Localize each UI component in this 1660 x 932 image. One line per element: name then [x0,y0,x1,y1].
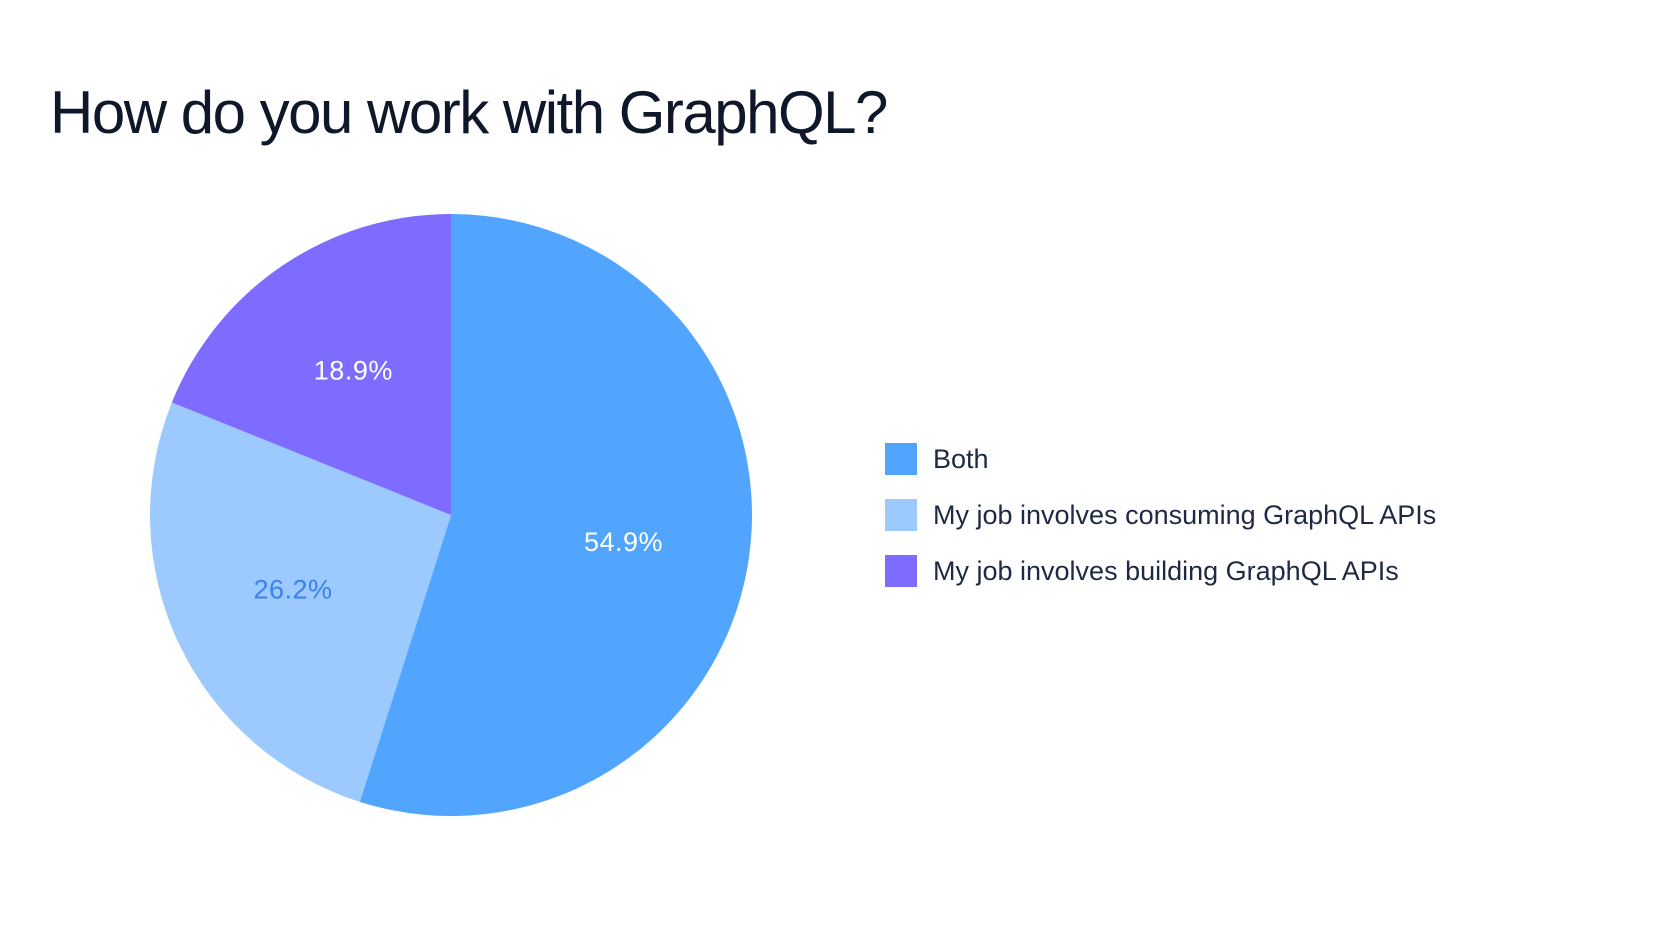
legend-item-both: Both [885,443,1436,475]
legend-swatch-building [885,555,917,587]
legend-swatch-both [885,443,917,475]
pie-slice-building [171,213,452,515]
pie-labels: 54.9% 26.2% 18.9% [254,355,663,604]
pie-slices [149,213,753,817]
legend: Both My job involves consuming GraphQL A… [885,443,1436,611]
legend-label-consuming: My job involves consuming GraphQL APIs [933,499,1437,530]
slice-label-both: 54.9% [584,527,663,557]
legend-label-both: Both [933,443,989,474]
slice-label-consuming: 26.2% [254,574,333,604]
legend-item-building: My job involves building GraphQL APIs [885,555,1436,587]
legend-swatch-consuming [885,499,917,531]
pie-slice-consuming [149,402,451,802]
slice-label-building: 18.9% [314,355,393,385]
chart-title: How do you work with GraphQL? [50,79,888,146]
legend-label-building: My job involves building GraphQL APIs [933,555,1399,586]
legend-item-consuming: My job involves consuming GraphQL APIs [885,499,1436,531]
pie-slice-both [359,214,753,817]
